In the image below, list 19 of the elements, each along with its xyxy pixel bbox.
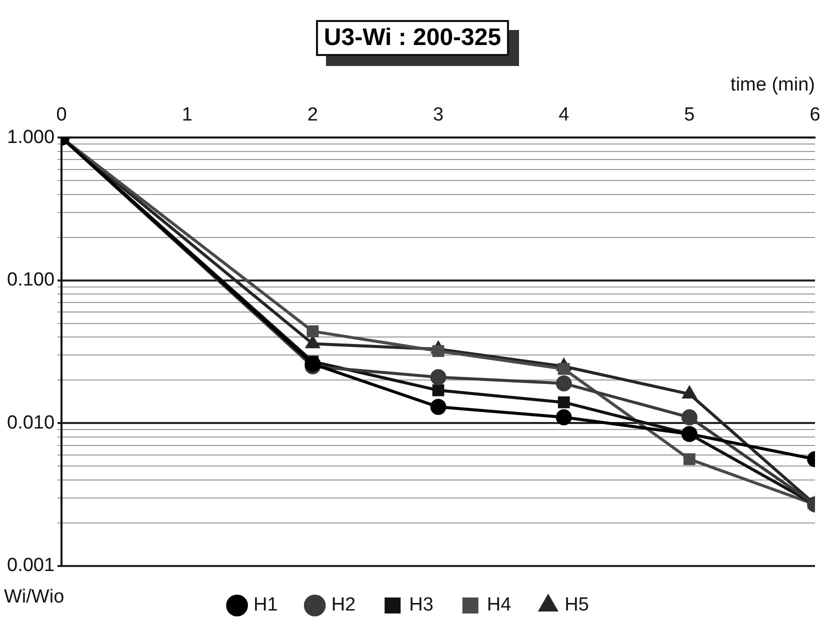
y-tick-label: 0.001 [7, 555, 55, 576]
x-tick-label: 2 [307, 104, 318, 126]
x-tick-label: 4 [558, 104, 570, 126]
x-tick-label: 5 [684, 104, 695, 126]
y-tick-label: 0.010 [7, 412, 55, 434]
y-tick-label: 1.000 [7, 126, 55, 148]
x-tick-label: 3 [432, 104, 444, 126]
x-tick-label: 1 [182, 104, 192, 126]
y-tick-label: 0.100 [7, 270, 55, 291]
x-tick-label: 6 [810, 104, 820, 126]
x-axis-title: time (min) [730, 74, 815, 96]
chart-title: U3-Wi : 200-325 [316, 20, 510, 56]
legend-label: H5 [564, 594, 589, 616]
legend-label: H2 [331, 594, 356, 616]
legend-label: H4 [486, 594, 512, 616]
y-axis-title: Wi/Wio [4, 586, 64, 608]
legend-label: H3 [409, 594, 434, 616]
legend-label: H1 [254, 594, 278, 616]
x-tick-label: 0 [56, 104, 67, 126]
